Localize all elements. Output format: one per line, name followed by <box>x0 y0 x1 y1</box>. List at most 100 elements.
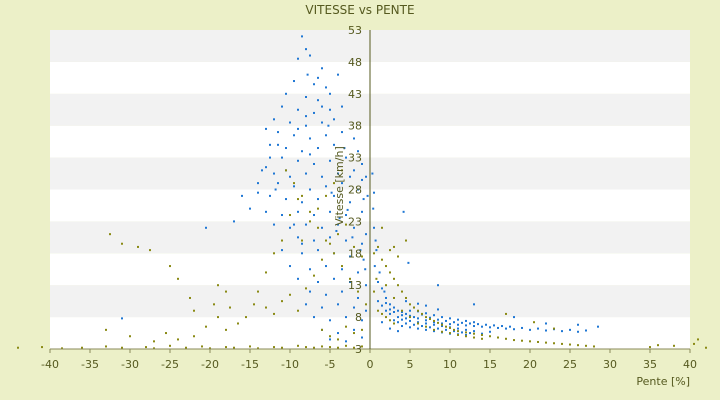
scatter-point <box>177 338 179 341</box>
scatter-point <box>225 346 227 349</box>
scatter-point <box>381 312 383 315</box>
scatter-point <box>313 346 315 349</box>
scatter-point <box>372 207 375 210</box>
scatter-point <box>537 327 539 330</box>
scatter-point <box>425 325 427 328</box>
scatter-point <box>337 303 339 306</box>
scatter-point <box>297 57 299 60</box>
scatter-point <box>301 252 303 255</box>
scatter-point <box>401 325 403 328</box>
chart-title: VITESSE vs PENTE <box>305 3 414 17</box>
scatter-point <box>457 318 459 321</box>
scatter-point <box>385 284 387 287</box>
scatter-point <box>245 316 247 319</box>
scatter-point <box>249 345 251 348</box>
scatter-point <box>273 172 275 175</box>
scatter-point <box>421 312 423 315</box>
scatter-point <box>569 343 571 346</box>
scatter-point <box>301 242 303 245</box>
scatter-point <box>273 223 275 226</box>
scatter-point <box>169 344 171 347</box>
scatter-point <box>473 321 475 324</box>
scatter-point <box>105 345 107 348</box>
scatter-point <box>521 339 523 342</box>
scatter-point <box>309 153 311 156</box>
scatter-point <box>145 346 147 349</box>
scatter-point <box>306 73 309 76</box>
scatter-point <box>353 332 355 335</box>
scatter-point <box>362 198 365 201</box>
scatter-point <box>317 76 319 79</box>
scatter-point <box>333 118 335 121</box>
scatter-point <box>277 131 279 134</box>
scatter-point <box>345 214 347 217</box>
y-tick-label: 13 <box>348 279 362 292</box>
scatter-point <box>205 325 207 328</box>
scatter-point <box>321 258 323 261</box>
x-tick-label: -15 <box>241 358 259 371</box>
scatter-point <box>225 290 227 293</box>
scatter-point <box>349 175 351 178</box>
scatter-point <box>477 323 479 326</box>
scatter-point <box>81 346 83 349</box>
scatter-point <box>405 296 407 299</box>
x-tick-label: 15 <box>483 358 497 371</box>
scatter-point <box>341 268 343 271</box>
scatter-point <box>329 236 331 239</box>
scatter-point <box>329 242 331 245</box>
scatter-point <box>421 325 423 328</box>
scatter-point <box>338 217 341 220</box>
scatter-point <box>393 306 395 309</box>
scatter-point <box>301 239 303 242</box>
scatter-point <box>281 105 283 108</box>
scatter-point <box>513 328 515 331</box>
scatter-point <box>441 325 443 328</box>
scatter-point <box>313 214 315 217</box>
scatter-point <box>409 303 411 306</box>
scatter-point <box>233 346 235 349</box>
scatter-point <box>409 316 411 319</box>
scatter-point <box>402 210 405 213</box>
scatter-point <box>309 188 311 191</box>
scatter-point <box>357 290 359 293</box>
x-tick-label: 0 <box>367 358 374 371</box>
scatter-point <box>377 281 379 284</box>
scatter-point <box>257 347 259 350</box>
scatter-point <box>425 319 427 322</box>
scatter-point <box>481 332 483 335</box>
scatter-point <box>265 306 267 309</box>
scatter-point <box>366 194 369 197</box>
y-tick-label: 3 <box>355 343 362 356</box>
scatter-point <box>289 214 291 217</box>
scatter-point <box>561 330 563 333</box>
scatter-point <box>17 346 19 349</box>
scatter-point <box>325 86 327 89</box>
scatter-point <box>345 316 347 319</box>
scatter-point <box>233 220 235 223</box>
scatter-point <box>293 80 295 83</box>
scatter-point <box>289 175 291 178</box>
x-tick-label: 10 <box>443 358 457 371</box>
y-tick-label: 23 <box>348 215 362 228</box>
scatter-point <box>345 239 347 242</box>
x-tick-label: -25 <box>161 358 179 371</box>
scatter-point <box>445 328 447 331</box>
scatter-point <box>349 255 351 258</box>
scatter-point <box>373 191 375 194</box>
scatter-point <box>453 330 455 333</box>
scatter-point <box>389 303 391 306</box>
scatter-point <box>337 332 339 335</box>
scatter-point <box>305 346 307 349</box>
scatter-point <box>374 239 377 242</box>
scatter-point <box>225 328 227 331</box>
scatter-point <box>349 277 351 280</box>
scatter-point <box>465 331 467 334</box>
scatter-point <box>389 327 391 330</box>
scatter-point <box>521 326 523 329</box>
x-tick-label: 5 <box>407 358 414 371</box>
scatter-point <box>213 303 215 306</box>
scatter-point <box>569 328 571 331</box>
y-tick-label: 28 <box>348 184 362 197</box>
scatter-point <box>409 326 411 329</box>
scatter-point <box>305 303 307 306</box>
